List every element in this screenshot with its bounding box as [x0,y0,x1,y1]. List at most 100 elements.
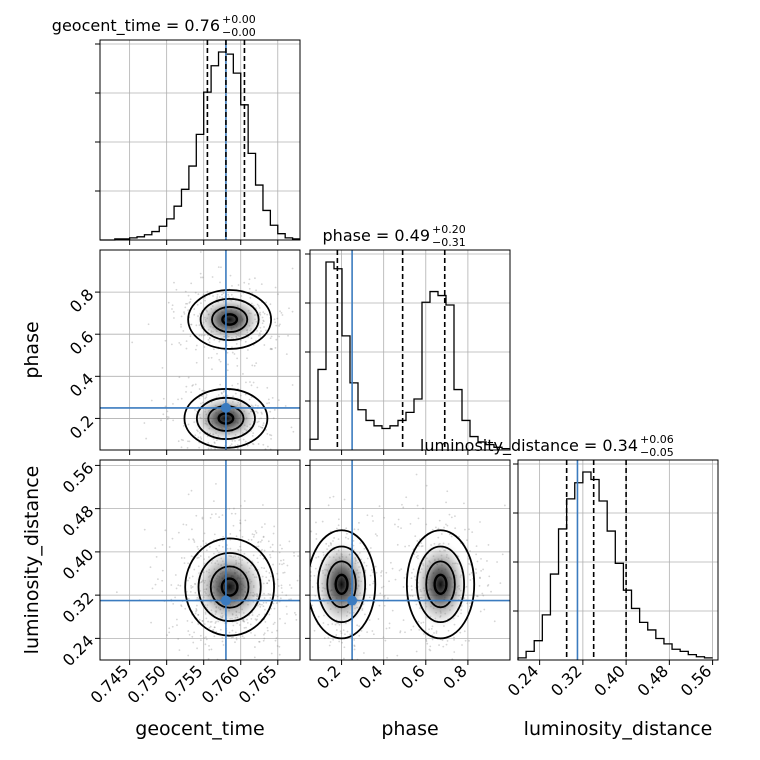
sample-point [198,397,201,400]
x-tick-label: 0.760 [198,661,244,707]
sample-point [311,604,314,607]
sample-point [269,556,272,559]
sample-point [256,615,259,618]
sample-point [293,554,296,557]
sample-point [255,619,258,622]
sample-point [190,584,193,587]
sample-point [218,358,221,361]
sample-point [272,630,274,632]
sample-point [261,426,264,429]
sample-point [363,613,366,616]
sample-point [287,334,289,337]
sample-point [149,566,152,569]
sample-point [166,418,169,421]
sample-point [199,436,202,439]
sample-point [421,545,424,547]
sample-point [271,550,274,553]
sample-point [269,593,271,596]
sample-point [282,642,284,644]
sample-point [258,613,261,616]
sample-point [469,579,472,581]
sample-point [469,550,471,552]
sample-point [243,637,246,640]
sample-point [282,559,285,561]
sample-point [345,532,348,535]
sample-point [416,504,419,507]
sample-point [447,629,450,632]
sample-point [268,402,270,404]
sample-point [450,535,453,538]
title-superscript: +0.00 [222,13,256,26]
sample-point [218,516,221,519]
sample-point [247,538,250,541]
sample-point [475,572,478,574]
sample-point [385,571,388,574]
sample-point [256,618,258,621]
sample-point [315,521,317,524]
sample-point [199,272,202,275]
sample-point [271,631,273,634]
sample-point [290,426,293,429]
sample-point [262,536,265,538]
sample-point [243,281,246,284]
x-axis-label-luminosity_distance: luminosity_distance [524,718,713,740]
sample-point [270,335,273,338]
sample-point [298,596,300,598]
sample-point [200,437,203,440]
sample-point [332,638,335,641]
sample-point [385,627,388,630]
sample-point [187,376,190,379]
sample-point [277,293,279,296]
sample-point [262,443,265,446]
sample-point [369,574,372,577]
sample-point [190,555,193,558]
sample-point [244,440,247,443]
sample-point [235,535,238,538]
sample-point [401,503,403,506]
sample-point [252,535,255,538]
sample-point [255,362,258,364]
contour [187,289,273,350]
sample-point [229,274,232,277]
sample-point [410,577,413,580]
sample-point [207,442,210,444]
sample-point [263,632,266,635]
y-tick-label: 0.4 [66,369,97,400]
sample-point [220,266,222,269]
sample-point [360,629,363,632]
sample-point [259,426,262,428]
sample-point [203,637,205,639]
sample-point [276,629,278,632]
sample-point [223,389,226,392]
y-tick-label: 0.40 [59,545,98,584]
sample-point [267,540,270,543]
sample-point [174,574,177,576]
sample-point [270,437,272,440]
sample-point [222,455,224,457]
sample-point [245,626,247,629]
sample-point [279,310,281,313]
sample-point [222,644,225,646]
sample-point [414,535,417,538]
sample-point [303,532,305,534]
sample-point [199,639,202,642]
sample-point [378,505,381,508]
sample-point [221,514,224,517]
sample-point [231,384,234,387]
sample-point [257,443,260,445]
sample-point [400,527,402,529]
sample-point [466,539,468,542]
sample-point [397,525,400,528]
sample-point [471,531,474,534]
sample-point [194,291,197,294]
sample-point [195,610,197,613]
sample-point [213,626,216,629]
sample-point [269,410,272,413]
sample-point [211,276,214,278]
sample-point [164,339,167,342]
sample-point [335,634,338,636]
sample-point [283,571,286,574]
sample-point [480,570,483,572]
sample-point [183,311,185,314]
sample-point [467,558,470,560]
